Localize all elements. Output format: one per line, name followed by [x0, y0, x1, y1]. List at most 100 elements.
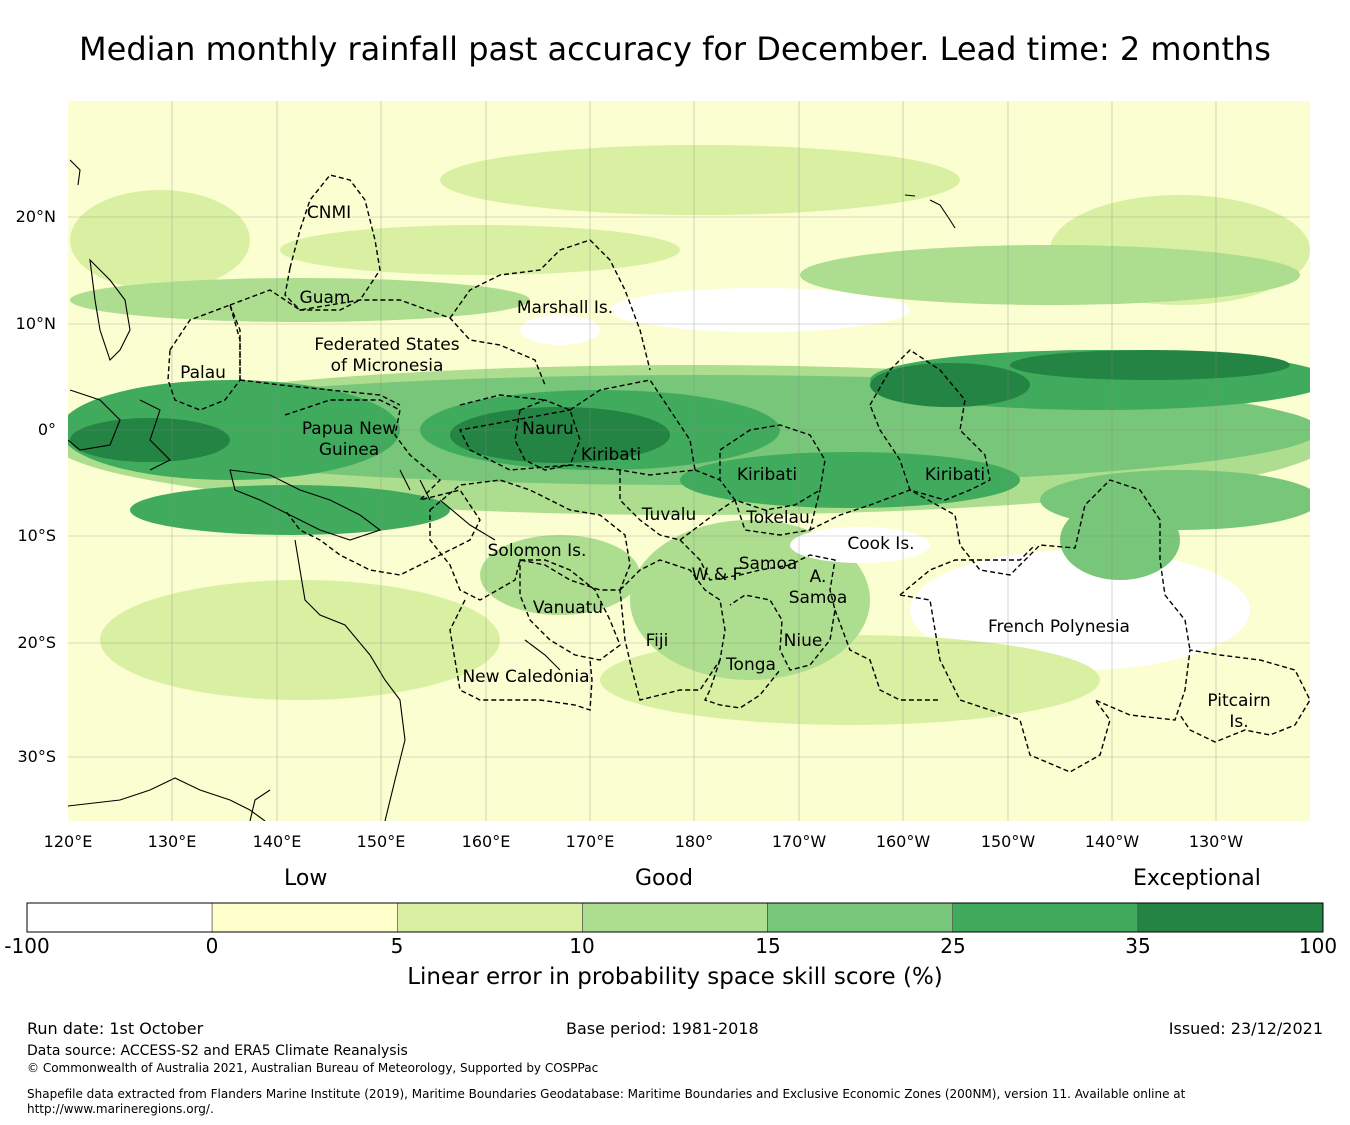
region-label-vanuatu: Vanuatu: [533, 598, 603, 618]
colorbar-label-good: Good: [635, 866, 693, 891]
colorbar-title: Linear error in probability space skill …: [407, 964, 943, 990]
skill-map: 120°E 130°E 140°E 150°E 160°E 170°E 180°…: [16, 101, 1310, 851]
eez-marshall: [449, 239, 651, 371]
coast-taiwan: [69, 159, 81, 186]
field-mid-3: [800, 245, 1300, 305]
eez-tonga: [704, 659, 781, 709]
eez-cnmi: [289, 174, 381, 301]
field-mid-2: [630, 520, 870, 680]
colorbar: [26, 902, 1324, 933]
region-label-tonga: Tonga: [725, 655, 776, 675]
lon-label: 130°W: [1189, 832, 1244, 851]
colorbar-segment: [767, 902, 954, 933]
region-label-american-samoa-2: Samoa: [789, 588, 848, 608]
region-label-kiribati-east: Kiribati: [925, 465, 985, 485]
eez-cook-south: [834, 609, 940, 701]
lon-label: 120°E: [44, 832, 93, 851]
region-label-fsm: Federated States: [314, 335, 459, 355]
region-label-marshall: Marshall Is.: [517, 298, 613, 318]
region-label-solomon: Solomon Is.: [488, 541, 587, 561]
region-label-fiji: Fiji: [646, 631, 669, 651]
field-mid-1: [70, 278, 530, 322]
eez-palau: [167, 304, 241, 411]
colorbar-segment: [211, 902, 398, 933]
graticule: [68, 101, 1310, 821]
eez-solomon: [429, 479, 631, 601]
lat-label: 30°S: [17, 747, 56, 766]
region-label-palau: Palau: [180, 363, 226, 383]
colorbar-tick: -100: [4, 934, 50, 958]
colorbar-tick: 100: [1298, 934, 1338, 958]
lon-label: 140°W: [1085, 832, 1140, 851]
coast-new-caledonia: [524, 639, 561, 671]
field-light-5: [70, 190, 250, 290]
colorbar-tick: 10: [569, 934, 595, 958]
region-label-guam: Guam: [300, 288, 351, 308]
shapefile-credit: Shapefile data extracted from Flanders M…: [27, 1087, 1186, 1116]
lat-label: 0°: [38, 420, 56, 439]
colorbar-segment: [396, 902, 583, 933]
field-white-south: [910, 550, 1250, 670]
lon-label: 170°E: [566, 832, 615, 851]
region-label-png: Papua New: [302, 419, 396, 439]
field-white-north: [610, 288, 910, 332]
lon-label: 150°E: [357, 832, 406, 851]
colorbar-tick: 35: [1125, 934, 1151, 958]
coast-borneo-sulawesi: [68, 389, 171, 471]
eez-tuvalu: [619, 469, 736, 541]
lon-label: 160°E: [462, 832, 511, 851]
field-light-6: [280, 225, 680, 275]
colorbar-segment: [26, 902, 213, 933]
lon-label: 150°W: [981, 832, 1036, 851]
colorbar-label-exceptional: Exceptional: [1133, 866, 1261, 891]
colorbar-label-low: Low: [284, 866, 328, 891]
field-core-1: [450, 407, 670, 463]
copyright: © Commonwealth of Australia 2021, Austra…: [27, 1061, 599, 1075]
lon-axis: 120°E 130°E 140°E 150°E 160°E 170°E 180°…: [44, 832, 1244, 851]
eez-new-caledonia: [449, 599, 593, 711]
region-label-tokelau: Tokelau: [745, 508, 810, 528]
region-label-pitcairn: Pitcairn: [1207, 691, 1270, 711]
lat-label: 20°N: [16, 207, 56, 226]
base-period: Base period: 1981-2018: [566, 1019, 759, 1038]
colorbar-tick: 5: [390, 934, 404, 958]
eez-kiribati-east: [869, 349, 991, 501]
colorbar-tick: 15: [755, 934, 781, 958]
coast-australia: [68, 539, 406, 821]
region-label-fsm-2: of Micronesia: [331, 356, 444, 376]
lon-label: 140°E: [253, 832, 302, 851]
coast-philippines: [89, 258, 131, 362]
region-label-new-caledonia: New Caledonia: [462, 667, 589, 687]
region-label-tuvalu: Tuvalu: [641, 505, 697, 525]
field-band-8: [1060, 500, 1180, 580]
lon-label: 180°: [675, 832, 714, 851]
eez-wallis-samoa: [679, 539, 836, 671]
eez-kiribati-west: [458, 379, 696, 476]
eez-cook: [809, 479, 1191, 651]
chart-title: Median monthly rainfall past accuracy fo…: [79, 30, 1271, 68]
lat-label: 10°N: [16, 314, 56, 333]
eez-png: [284, 399, 481, 576]
skill-field: [68, 145, 1310, 725]
lon-label: 170°W: [772, 832, 827, 851]
region-label-cook: Cook Is.: [847, 534, 914, 554]
colorbar-tick: 25: [940, 934, 966, 958]
eez-guam: [284, 267, 361, 311]
eez-french-polynesia: [899, 544, 1310, 773]
lat-axis: 20°N 10°N 0° 10°S 20°S 30°S: [16, 207, 56, 766]
region-label-kiribati-central: Kiribati: [737, 465, 797, 485]
region-labels: CNMI Guam Marshall Is. Federated States …: [180, 203, 1271, 732]
lat-label: 10°S: [17, 526, 56, 545]
region-label-png-2: Guinea: [319, 440, 379, 460]
region-label-pitcairn-2: Is.: [1229, 712, 1248, 732]
eez-tokelau: [734, 489, 821, 536]
field-core-2: [870, 363, 1030, 407]
colorbar-segment: [582, 902, 768, 933]
region-label-niue: Niue: [784, 631, 823, 651]
colorbar-segment: [952, 902, 1139, 933]
coastlines: [68, 159, 956, 821]
region-label-american-samoa: A.: [810, 567, 827, 587]
coast-new-guinea: [229, 469, 382, 541]
colorbar-frame: [26, 902, 1324, 933]
region-label-french-polynesia: French Polynesia: [988, 617, 1130, 637]
